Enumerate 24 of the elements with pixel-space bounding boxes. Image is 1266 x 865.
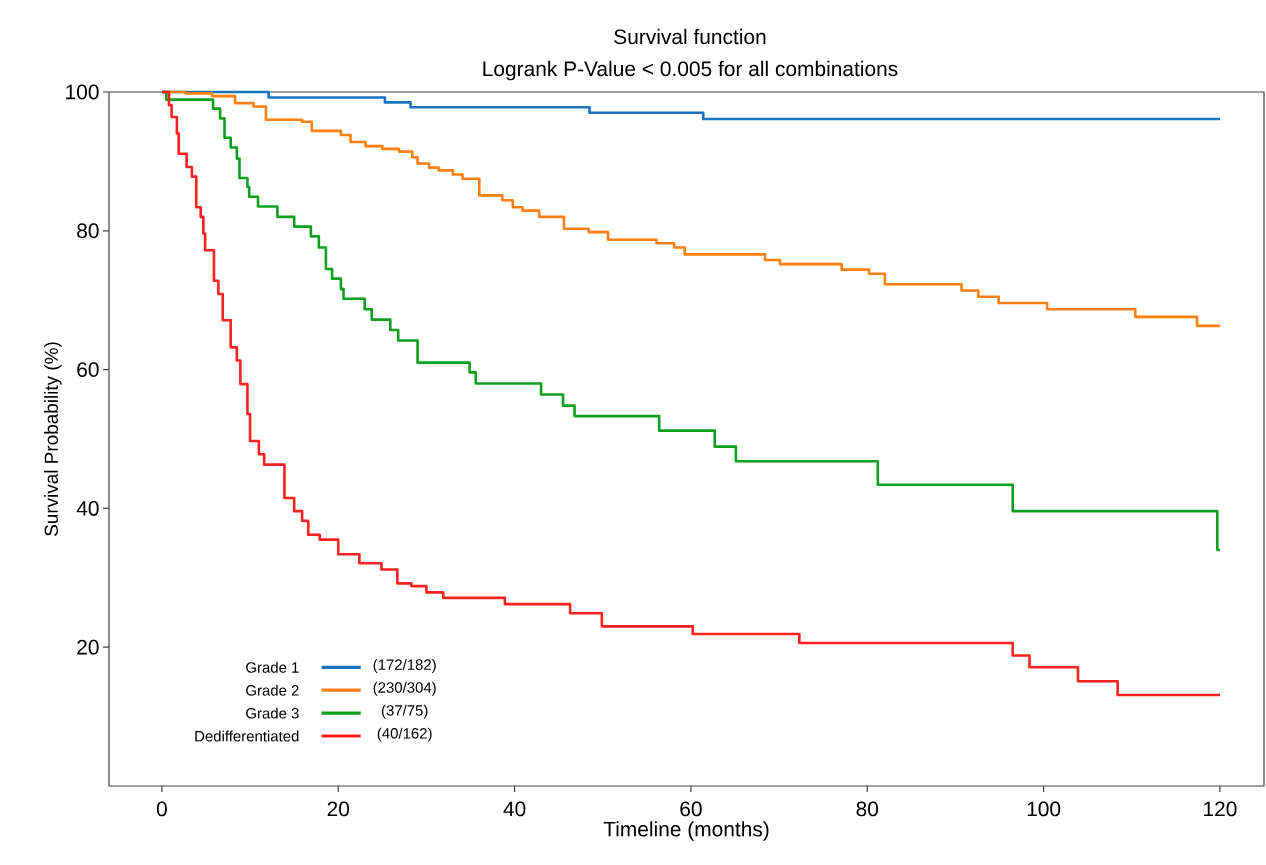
x-tick-label: 20 [327, 801, 350, 817]
y-tick-label: 80 [77, 223, 99, 239]
x-tick-label: 0 [156, 801, 167, 817]
x-tick-label: 40 [503, 801, 526, 817]
chart-title: Survival function [614, 28, 766, 45]
legend-label: Dedifferentiated [195, 730, 299, 742]
y-tick-label: 20 [77, 639, 99, 655]
chart-subtitle: Logrank P-Value < 0.005 for all combinations [483, 60, 898, 81]
annotation: (172/182) [373, 658, 436, 673]
legend-label: Grade 1 [246, 661, 299, 673]
x-axis-title: Timeline (months) [603, 821, 769, 841]
legend-label: Grade 2 [246, 684, 299, 696]
y-axis-title: Survival Probability (%) [44, 342, 62, 536]
x-tick-label: 60 [680, 801, 702, 817]
y-tick-label: 40 [76, 500, 99, 516]
y-tick-label: 100 [66, 84, 99, 100]
legend-label: Grade 3 [246, 707, 299, 719]
annotation: (230/304) [373, 681, 436, 696]
y-tick-label: 60 [77, 362, 99, 377]
annotation: (40/162) [377, 727, 432, 742]
annotation: (37/75) [381, 704, 428, 719]
x-tick-label: 80 [856, 801, 879, 817]
x-tick-label: 120 [1204, 801, 1237, 817]
x-tick-label: 100 [1027, 801, 1061, 817]
